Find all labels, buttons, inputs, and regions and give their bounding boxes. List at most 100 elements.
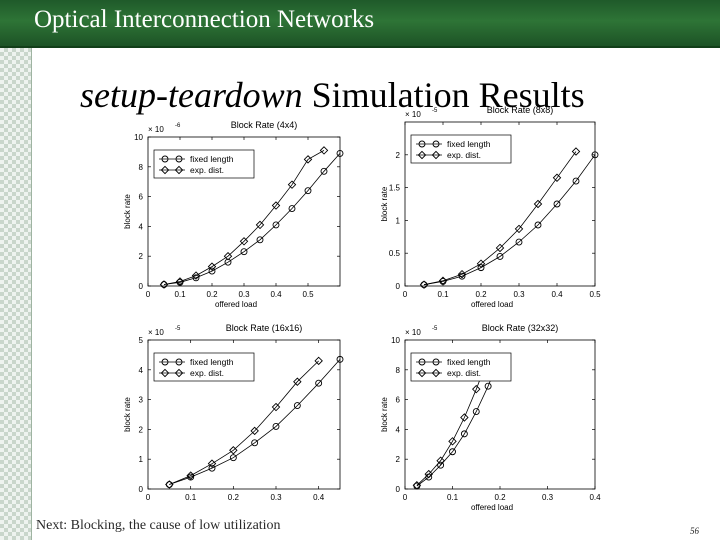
data-point xyxy=(460,413,469,422)
series-line xyxy=(169,359,341,485)
data-point xyxy=(175,277,185,286)
chart-title: Block Rate (8x8) xyxy=(487,105,554,115)
data-point xyxy=(436,456,445,465)
legend-marker xyxy=(432,358,440,366)
data-point xyxy=(552,173,562,182)
slide-title: setup-teardown Simulation Results xyxy=(80,74,585,116)
x-tick-label: 0.1 xyxy=(174,290,186,299)
x-tick-label: 0.1 xyxy=(447,493,459,502)
y-axis-label: block rate xyxy=(380,186,389,221)
x-tick-label: 0.3 xyxy=(513,290,525,299)
data-point xyxy=(250,426,259,436)
data-point xyxy=(319,146,329,155)
chart-panel-2: 0 0.1 0.2 0.3 0.4 0.5 0 0.5 1 1.5 2 Block Rate (8x8… xyxy=(380,105,601,309)
legend-label: fixed length xyxy=(190,154,234,164)
x-tick-label: 0.4 xyxy=(313,493,325,502)
x-tick-label: 0.1 xyxy=(437,290,449,299)
x-tick-label: 0.2 xyxy=(228,493,240,502)
data-point xyxy=(186,471,195,480)
chart-title: Block Rate (4x4) xyxy=(231,120,298,130)
chart-panel-3: 0 0.1 0.2 0.3 0.4 0 1 2 3 4 5 Block Rate (16x16) × 1… xyxy=(123,323,344,502)
x-tick-label: 0.2 xyxy=(494,493,506,502)
data-point xyxy=(315,379,323,387)
data-point xyxy=(287,180,297,189)
y-axis-label: block rate xyxy=(123,397,132,432)
chart-title: Block Rate (16x16) xyxy=(226,323,303,333)
y-tick-label: 0 xyxy=(139,282,144,291)
y-tick-label: 1.5 xyxy=(389,184,401,193)
data-point xyxy=(191,271,201,280)
data-point xyxy=(271,402,281,412)
series-exp-dist xyxy=(159,146,329,289)
slide-title-italic: setup-teardown xyxy=(80,75,303,115)
data-point xyxy=(515,238,523,246)
plot-frame xyxy=(404,121,596,287)
data-point xyxy=(514,224,524,234)
y-tick-label: 8 xyxy=(139,163,144,172)
data-point xyxy=(208,464,216,472)
legend-marker xyxy=(432,140,440,148)
footer-text: Next: Blocking, the cause of low utiliza… xyxy=(36,518,281,533)
legend-marker xyxy=(431,150,441,160)
y-tick-label: 10 xyxy=(391,336,400,345)
slide-title-rest: Simulation Results xyxy=(302,75,585,115)
y-tick-label: 4 xyxy=(396,425,401,434)
x-tick-label: 0.3 xyxy=(238,290,250,299)
series-fixed-length xyxy=(165,355,344,488)
data-point xyxy=(336,149,344,157)
data-point xyxy=(165,480,174,489)
data-point xyxy=(484,382,492,390)
data-point xyxy=(534,221,542,229)
series-fixed-length xyxy=(420,151,599,289)
y-axis-label: block rate xyxy=(380,397,389,432)
y-tick-label: 6 xyxy=(396,396,401,405)
scale-exponent: -5 xyxy=(175,326,181,332)
legend-marker xyxy=(175,358,183,366)
y-tick-label: 1 xyxy=(139,455,144,464)
x-tick-label: 0 xyxy=(403,493,408,502)
data-point xyxy=(314,356,323,366)
x-tick-label: 0 xyxy=(403,290,408,299)
x-tick-label: 0.4 xyxy=(270,290,282,299)
legend-box xyxy=(410,134,512,164)
data-point xyxy=(293,377,302,386)
plot-frame xyxy=(147,339,341,490)
data-point xyxy=(207,459,217,468)
scale-factor: × 10 xyxy=(148,125,164,134)
series-exp-dist xyxy=(165,356,323,489)
scale-exponent: -5 xyxy=(432,108,438,114)
legend-marker xyxy=(174,165,184,175)
data-point xyxy=(207,262,217,271)
data-point xyxy=(288,205,296,212)
y-tick-label: 3 xyxy=(139,396,144,405)
data-point xyxy=(571,147,581,156)
data-point xyxy=(256,236,264,244)
legend-marker xyxy=(160,368,170,378)
data-point xyxy=(457,269,467,279)
series-line xyxy=(423,154,596,286)
data-point xyxy=(419,280,429,289)
data-point xyxy=(240,248,248,256)
data-point xyxy=(477,264,485,272)
data-point xyxy=(224,258,232,266)
legend-marker xyxy=(161,358,169,366)
x-axis-label: offered load xyxy=(471,300,513,309)
y-tick-label: 8 xyxy=(396,366,401,375)
data-point xyxy=(304,187,312,195)
data-point xyxy=(472,408,480,415)
legend-label: fixed length xyxy=(447,357,491,367)
data-point xyxy=(424,469,433,479)
legend-marker xyxy=(418,358,426,366)
scale-exponent: -5 xyxy=(432,326,438,332)
data-point xyxy=(251,439,259,447)
data-point xyxy=(472,384,481,394)
y-tick-label: 2 xyxy=(139,252,144,261)
page-number: 56 xyxy=(690,526,699,536)
chart-panel-1: 0 0.1 0.2 0.3 0.4 0.5 0 2 4 6 8 10 Block Rate (4x4) ×… xyxy=(123,120,344,309)
series-line xyxy=(163,150,325,285)
data-point xyxy=(223,251,233,261)
data-point xyxy=(159,280,169,289)
legend-label: exp. dist. xyxy=(447,150,481,160)
